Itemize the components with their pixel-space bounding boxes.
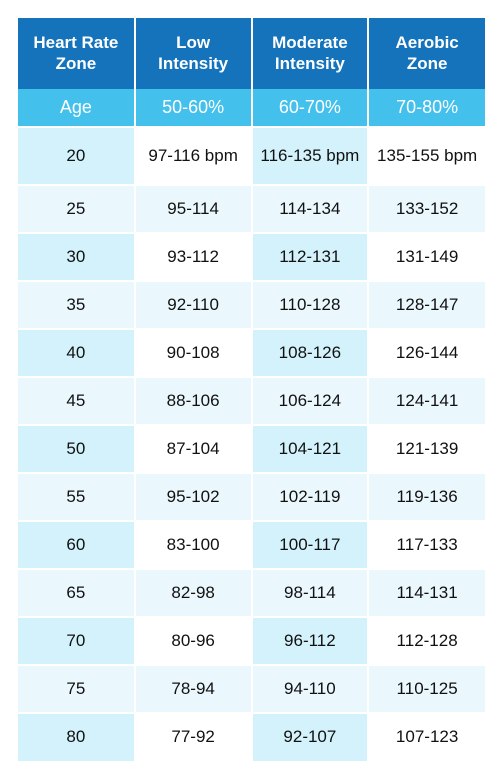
cell-aer: 124-141 (368, 377, 485, 425)
cell-low: 92-110 (135, 281, 252, 329)
cell-age: 70 (18, 617, 135, 665)
cell-aer: 117-133 (368, 521, 485, 569)
cell-low: 95-102 (135, 473, 252, 521)
col-header-aerobic: Aerobic Zone (368, 18, 485, 89)
cell-age: 65 (18, 569, 135, 617)
cell-mod: 102-119 (252, 473, 369, 521)
table-row: 80 77-92 92-107 107-123 (18, 713, 485, 761)
cell-aer: 131-149 (368, 233, 485, 281)
cell-mod: 92-107 (252, 713, 369, 761)
cell-age: 75 (18, 665, 135, 713)
table-row: 55 95-102 102-119 119-136 (18, 473, 485, 521)
sub-low-range: 50-60% (135, 89, 252, 127)
cell-aer: 128-147 (368, 281, 485, 329)
table-row: 20 97-116 bpm 116-135 bpm 135-155 bpm (18, 127, 485, 185)
cell-age: 30 (18, 233, 135, 281)
sub-moderate-range: 60-70% (252, 89, 369, 127)
sub-aerobic-range: 70-80% (368, 89, 485, 127)
cell-low: 82-98 (135, 569, 252, 617)
cell-age: 80 (18, 713, 135, 761)
table-row: 35 92-110 110-128 128-147 (18, 281, 485, 329)
col-header-low: Low Intensity (135, 18, 252, 89)
cell-low: 95-114 (135, 185, 252, 233)
cell-aer: 107-123 (368, 713, 485, 761)
cell-low: 88-106 (135, 377, 252, 425)
subheader-row: Age 50-60% 60-70% 70-80% (18, 89, 485, 127)
cell-mod: 104-121 (252, 425, 369, 473)
table-row: 40 90-108 108-126 126-144 (18, 329, 485, 377)
cell-age: 25 (18, 185, 135, 233)
cell-mod: 98-114 (252, 569, 369, 617)
table-row: 30 93-112 112-131 131-149 (18, 233, 485, 281)
table-row: 65 82-98 98-114 114-131 (18, 569, 485, 617)
cell-mod: 110-128 (252, 281, 369, 329)
heart-rate-zone-table: Heart Rate Zone Low Intensity Moderate I… (18, 18, 485, 761)
cell-mod: 108-126 (252, 329, 369, 377)
cell-age: 60 (18, 521, 135, 569)
cell-aer: 112-128 (368, 617, 485, 665)
cell-age: 55 (18, 473, 135, 521)
cell-aer: 135-155 bpm (368, 127, 485, 185)
table-row: 70 80-96 96-112 112-128 (18, 617, 485, 665)
cell-mod: 114-134 (252, 185, 369, 233)
cell-mod: 116-135 bpm (252, 127, 369, 185)
cell-low: 80-96 (135, 617, 252, 665)
col-header-zone: Heart Rate Zone (18, 18, 135, 89)
cell-mod: 96-112 (252, 617, 369, 665)
cell-low: 87-104 (135, 425, 252, 473)
cell-age: 20 (18, 127, 135, 185)
cell-low: 78-94 (135, 665, 252, 713)
table-row: 75 78-94 94-110 110-125 (18, 665, 485, 713)
cell-age: 45 (18, 377, 135, 425)
cell-aer: 121-139 (368, 425, 485, 473)
cell-mod: 100-117 (252, 521, 369, 569)
table-row: 25 95-114 114-134 133-152 (18, 185, 485, 233)
cell-age: 35 (18, 281, 135, 329)
sub-age: Age (18, 89, 135, 127)
table-row: 45 88-106 106-124 124-141 (18, 377, 485, 425)
col-header-moderate: Moderate Intensity (252, 18, 369, 89)
cell-aer: 119-136 (368, 473, 485, 521)
cell-mod: 106-124 (252, 377, 369, 425)
cell-aer: 133-152 (368, 185, 485, 233)
cell-low: 93-112 (135, 233, 252, 281)
cell-low: 77-92 (135, 713, 252, 761)
cell-low: 97-116 bpm (135, 127, 252, 185)
table-row: 50 87-104 104-121 121-139 (18, 425, 485, 473)
header-row: Heart Rate Zone Low Intensity Moderate I… (18, 18, 485, 89)
cell-mod: 94-110 (252, 665, 369, 713)
cell-aer: 110-125 (368, 665, 485, 713)
cell-age: 50 (18, 425, 135, 473)
table-body: 20 97-116 bpm 116-135 bpm 135-155 bpm 25… (18, 127, 485, 761)
table-row: 60 83-100 100-117 117-133 (18, 521, 485, 569)
cell-age: 40 (18, 329, 135, 377)
cell-aer: 114-131 (368, 569, 485, 617)
cell-aer: 126-144 (368, 329, 485, 377)
cell-low: 90-108 (135, 329, 252, 377)
cell-mod: 112-131 (252, 233, 369, 281)
cell-low: 83-100 (135, 521, 252, 569)
